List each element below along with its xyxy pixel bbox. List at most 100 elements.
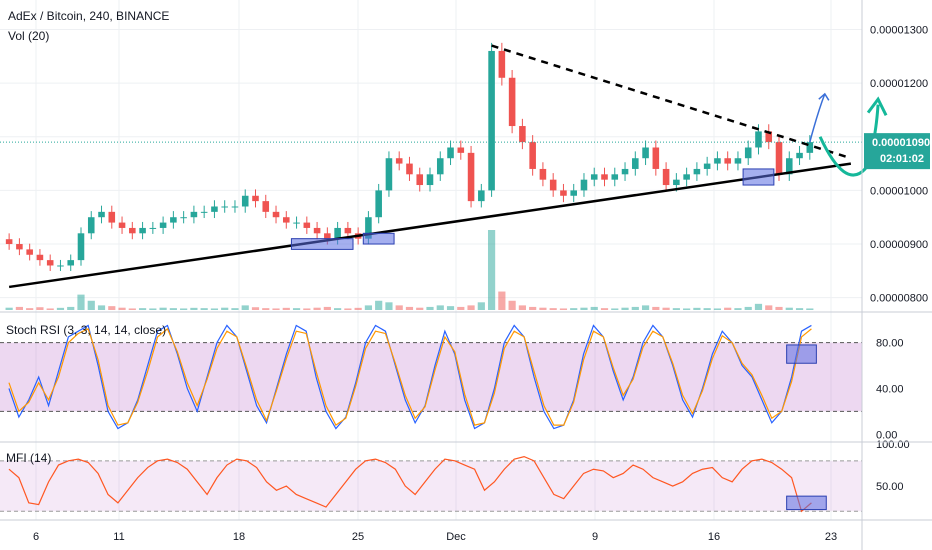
candle-body-48 xyxy=(498,50,506,78)
candle-body-21 xyxy=(221,206,228,208)
volume-bar-4 xyxy=(46,308,54,310)
candle-body-33 xyxy=(344,227,352,234)
candle-body-40 xyxy=(416,174,424,186)
volume-bar-57 xyxy=(590,306,598,310)
time-tick-label-7: 23 xyxy=(825,531,837,543)
time-tick-label-2: 18 xyxy=(233,531,245,543)
candle-body-55 xyxy=(570,190,577,196)
volume-bar-44 xyxy=(457,306,465,310)
candle-body-19 xyxy=(200,211,208,213)
price-tick-label-0: 0.00001300 xyxy=(870,24,928,36)
candle-body-58 xyxy=(601,174,608,180)
price-axis[interactable]: 0.000013000.000012000.000011000.00001000… xyxy=(864,24,930,493)
stoch-series-line-0 xyxy=(8,324,812,430)
candle-body-2 xyxy=(26,249,33,255)
volume-bar-33 xyxy=(344,308,352,310)
volume-bar-7 xyxy=(77,294,85,310)
stoch-rsi-label: Stoch RSI (3, 3, 14, 14, close) xyxy=(6,323,166,337)
volume-bar-71 xyxy=(734,308,742,310)
volume-bar-47 xyxy=(487,230,496,310)
volume-bar-27 xyxy=(282,307,290,310)
candle-body-72 xyxy=(744,147,752,159)
volume-bar-77 xyxy=(795,308,804,310)
candle-body-22 xyxy=(231,206,239,208)
volume-bar-62 xyxy=(641,305,650,310)
volume-bar-70 xyxy=(724,307,732,310)
mfi-label: MFI (14) xyxy=(6,451,51,465)
mfi-tick-label-1: 50.00 xyxy=(876,481,904,493)
candle-body-51 xyxy=(529,142,536,169)
mfi-box-0 xyxy=(786,495,827,511)
candle-body-1 xyxy=(16,244,23,250)
candle-body-20 xyxy=(211,206,218,212)
stoch-rsi-pane[interactable] xyxy=(0,324,862,430)
candle-body-42 xyxy=(436,158,444,175)
volume-bar-31 xyxy=(323,306,331,310)
candle-body-46 xyxy=(478,190,485,202)
trendline-dashed-1 xyxy=(491,44,852,160)
volume-bar-52 xyxy=(539,307,547,310)
candle-body-53 xyxy=(549,179,557,191)
candle-body-78 xyxy=(806,142,814,153)
volume-bar-2 xyxy=(26,308,34,310)
last-price-countdown: 02:01:02 xyxy=(880,153,924,165)
time-tick-label-0: 6 xyxy=(33,531,39,543)
candle-body-43 xyxy=(447,147,454,159)
volume-bar-35 xyxy=(364,305,373,310)
candle-body-29 xyxy=(303,222,311,228)
support-box-2 xyxy=(742,168,775,186)
last-price-value: 0.00001090 xyxy=(872,137,930,149)
candle-body-45 xyxy=(467,152,475,202)
projection-curve-head xyxy=(866,96,888,116)
volume-bar-39 xyxy=(405,306,414,310)
candle-body-17 xyxy=(180,217,187,219)
candle-body-13 xyxy=(139,227,146,234)
candle-body-36 xyxy=(375,190,382,218)
volume-bar-30 xyxy=(313,307,321,310)
candle-body-23 xyxy=(241,195,249,207)
grid-lines xyxy=(0,0,862,520)
stoch-tick-label-0: 80.00 xyxy=(876,338,904,350)
volume-bar-59 xyxy=(611,308,619,310)
candle-body-31 xyxy=(324,233,331,239)
candle-body-0 xyxy=(5,239,13,245)
candle-body-11 xyxy=(118,222,126,228)
candle-body-25 xyxy=(262,201,270,212)
candle-body-75 xyxy=(775,142,783,175)
volume-bar-25 xyxy=(262,308,270,310)
stoch-tick-label-2: 0.00 xyxy=(876,429,897,441)
price-tick-label-5: 0.00000800 xyxy=(870,293,928,305)
volume-bar-48 xyxy=(498,291,506,310)
volume-bar-56 xyxy=(580,307,588,310)
volume-bar-66 xyxy=(683,308,691,310)
candle-body-69 xyxy=(714,158,721,164)
mfi-tick-label-0: 100.00 xyxy=(876,439,910,451)
candle-body-9 xyxy=(98,211,105,218)
stoch-series-line-1 xyxy=(8,327,812,426)
volume-bar-46 xyxy=(477,302,485,310)
mfi-pane[interactable] xyxy=(0,455,862,513)
volume-bar-17 xyxy=(180,308,188,310)
volume-bar-18 xyxy=(190,307,198,310)
candle-body-64 xyxy=(662,168,670,186)
time-tick-label-5: 9 xyxy=(592,531,598,543)
price-tick-label-1: 0.00001200 xyxy=(870,78,928,90)
projection-arrow-up xyxy=(809,93,826,143)
volume-bar-24 xyxy=(251,307,260,310)
time-tick-label-3: 25 xyxy=(352,531,364,543)
mfi-series-line-0 xyxy=(8,455,812,513)
volume-bar-21 xyxy=(221,307,229,310)
time-axis[interactable]: 6 11 18 25 Dec 9 16 23 xyxy=(33,531,837,543)
candle-body-30 xyxy=(313,227,321,234)
candle-body-37 xyxy=(385,158,393,191)
candle-body-52 xyxy=(539,168,547,180)
volume-bar-45 xyxy=(467,305,475,310)
candle-body-8 xyxy=(87,217,95,234)
volume-bar-76 xyxy=(785,307,793,310)
volume-bar-9 xyxy=(97,305,106,310)
price-pane[interactable] xyxy=(0,42,888,310)
volume-bar-58 xyxy=(600,308,609,310)
volume-bar-32 xyxy=(334,308,342,310)
